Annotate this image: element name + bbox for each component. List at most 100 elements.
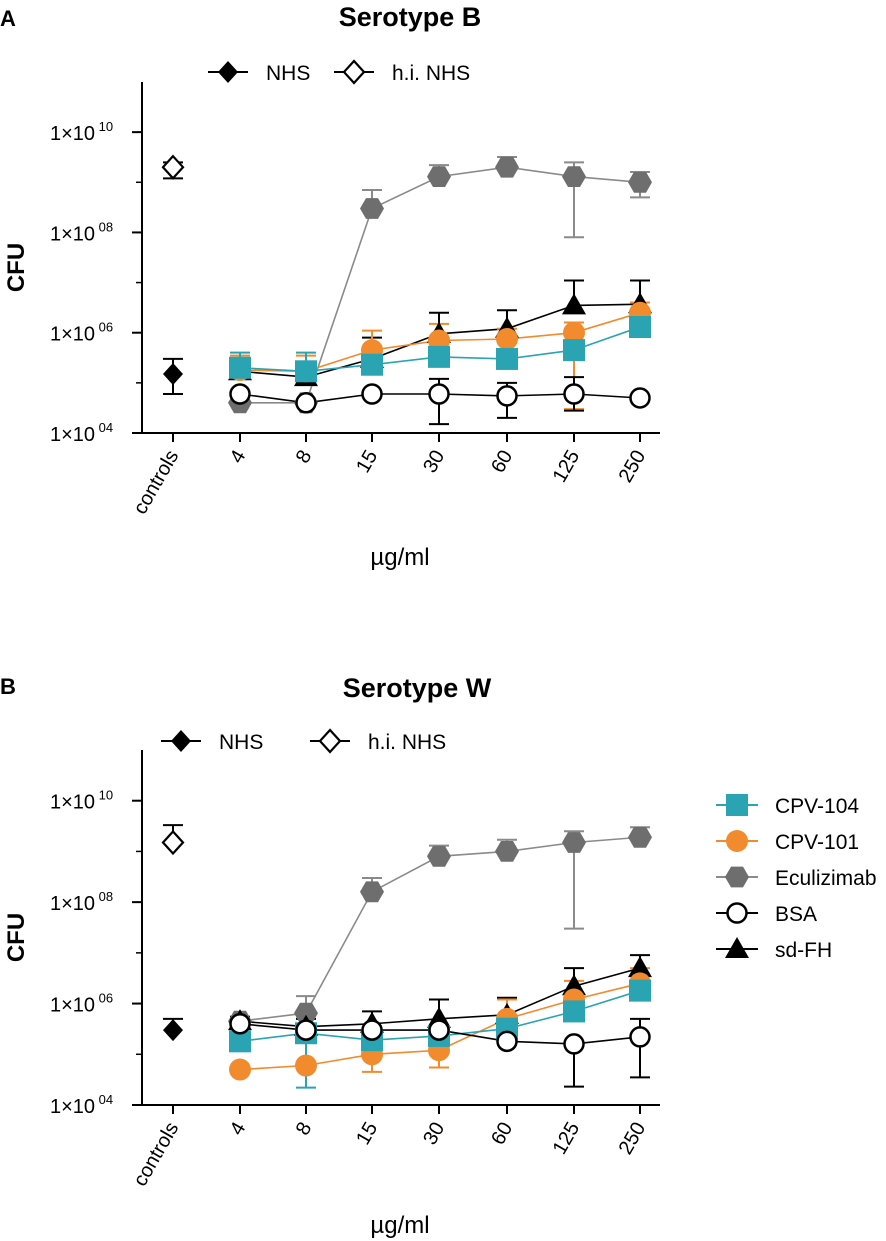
cpv101-point <box>563 321 585 344</box>
x-tick-label: 8 <box>292 1119 317 1140</box>
cpv104-point <box>428 345 450 368</box>
hi-nhs-legend-label: h.i. NHS <box>368 731 446 754</box>
y-tick-label: 1×10 08 <box>50 889 113 915</box>
bsa-legend-marker <box>726 902 748 924</box>
x-tick-label: 60 <box>487 1119 517 1149</box>
y-tick-exponent: 04 <box>95 420 113 435</box>
y-tick-label: 1×10 04 <box>50 420 113 446</box>
y-tick-label: 1×10 10 <box>50 788 113 814</box>
y-tick-label: 1×10 10 <box>50 119 113 145</box>
nhs-legend-marker <box>218 61 238 83</box>
eculizimab-legend-label: Eculizimab <box>775 867 877 890</box>
y-tick-base: 1×10 <box>50 424 95 446</box>
bsa-point <box>229 383 251 405</box>
cpv104-point <box>295 360 317 383</box>
cpv104-legend-label: CPV-104 <box>775 795 859 818</box>
x-tick-label: 15 <box>352 447 382 477</box>
eculizimab-point <box>427 166 451 187</box>
x-tick-label: 15 <box>352 1119 382 1149</box>
sdfh-legend-marker <box>725 937 749 958</box>
bsa-point <box>361 1019 383 1041</box>
chart-panel-b: B Serotype W1×10 041×10 061×10 081×10 10C… <box>0 673 877 1239</box>
y-tick-base: 1×10 <box>50 995 95 1017</box>
x-axis-label: µg/ml <box>370 544 429 571</box>
x-tick-label: 60 <box>487 447 517 477</box>
y-tick-base: 1×10 <box>50 792 95 814</box>
nhs-control-point <box>163 1019 183 1042</box>
x-axis-label: µg/ml <box>370 1212 429 1239</box>
hi-nhs-legend-label: h.i. NHS <box>392 62 470 85</box>
x-tick-label: controls <box>129 1119 183 1191</box>
y-tick-base: 1×10 <box>50 223 95 245</box>
x-tick-label: 250 <box>615 447 651 487</box>
cpv104-legend-marker <box>726 794 748 816</box>
x-tick-label: controls <box>129 447 183 519</box>
y-axis-label: CFU <box>3 243 30 292</box>
eculizimab-point <box>360 198 384 219</box>
chart-title: Serotype B <box>339 2 482 32</box>
sdfh-point <box>628 956 652 978</box>
eculizimab-point <box>294 1002 318 1024</box>
bsa-point <box>428 383 450 405</box>
y-tick-exponent: 10 <box>95 788 113 803</box>
nhs-legend-marker <box>171 730 191 752</box>
bsa-point <box>295 392 317 414</box>
nhs-legend-label: NHS <box>266 62 310 85</box>
y-tick-exponent: 06 <box>95 320 113 335</box>
eculizimab-point <box>495 841 519 862</box>
x-tick-label: 125 <box>549 1119 585 1159</box>
y-tick-label: 1×10 08 <box>50 219 113 245</box>
cpv101-point <box>295 1054 317 1077</box>
x-tick-label: 8 <box>292 447 317 468</box>
bsa-point <box>496 385 518 407</box>
bsa-point <box>361 383 383 405</box>
cpv101-legend-marker <box>726 830 748 852</box>
chart-title: Serotype W <box>343 673 492 703</box>
controls-legend: NHS h.i. NHS <box>208 59 470 85</box>
eculizimab-point <box>562 832 586 853</box>
bsa-point <box>229 1013 251 1035</box>
cpv101-point <box>229 1058 251 1081</box>
y-tick-base: 1×10 <box>50 1096 95 1118</box>
bsa-point <box>629 1026 651 1048</box>
hi-nhs-control-point <box>161 154 185 180</box>
bsa-point <box>563 1033 585 1055</box>
bsa-point <box>563 383 585 405</box>
cpv104-point <box>563 1000 585 1023</box>
y-axis-label: CFU <box>3 913 30 962</box>
sdfh-point <box>562 974 586 996</box>
bsa-point <box>428 1019 450 1041</box>
cpv104-point <box>229 1030 251 1053</box>
panel-letter: B <box>0 674 16 699</box>
sdfh-legend-label: sd-FH <box>775 939 832 962</box>
x-tick-label: 4 <box>226 1119 251 1140</box>
cpv101-legend-label: CPV-101 <box>775 831 859 854</box>
cpv101-point <box>496 327 518 350</box>
eculizimab-point <box>562 166 586 187</box>
y-tick-exponent: 08 <box>95 889 113 904</box>
y-tick-exponent: 06 <box>95 991 113 1006</box>
y-tick-base: 1×10 <box>50 324 95 346</box>
panel-letter: A <box>0 6 16 31</box>
controls-legend: NHS h.i. NHS <box>161 728 446 754</box>
bsa-legend-label: BSA <box>775 903 817 926</box>
bsa-point <box>295 1019 317 1041</box>
eculizimab-point <box>360 881 384 903</box>
cpv104-point <box>361 353 383 376</box>
cpv104-point <box>229 356 251 379</box>
chart-panel-a: A Serotype B1×10 041×10 061×10 081×10 10C… <box>0 2 660 571</box>
nhs-control-point <box>163 363 183 386</box>
hi-nhs-control-point <box>161 829 185 856</box>
x-tick-label: 250 <box>615 1119 651 1159</box>
x-tick-label: 125 <box>549 447 585 487</box>
x-tick-label: 4 <box>226 447 251 468</box>
nhs-legend-label: NHS <box>219 731 263 754</box>
eculizimab-point <box>495 156 519 178</box>
x-tick-label: 30 <box>419 447 449 477</box>
eculizimab-point <box>427 846 451 867</box>
y-tick-base: 1×10 <box>50 893 95 915</box>
y-tick-exponent: 10 <box>95 119 113 134</box>
cpv104-point <box>496 347 518 370</box>
y-tick-base: 1×10 <box>50 123 95 145</box>
x-tick-label: 30 <box>419 1119 449 1149</box>
